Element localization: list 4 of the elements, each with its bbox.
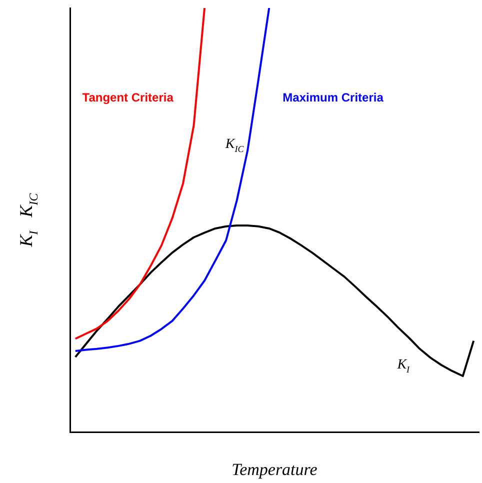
x-axis-title: Temperature bbox=[232, 460, 318, 479]
series-label: Tangent Criteria bbox=[82, 90, 174, 104]
text: Maximum Criteria bbox=[282, 90, 384, 104]
y-axis-title: KI KIC bbox=[16, 192, 40, 248]
